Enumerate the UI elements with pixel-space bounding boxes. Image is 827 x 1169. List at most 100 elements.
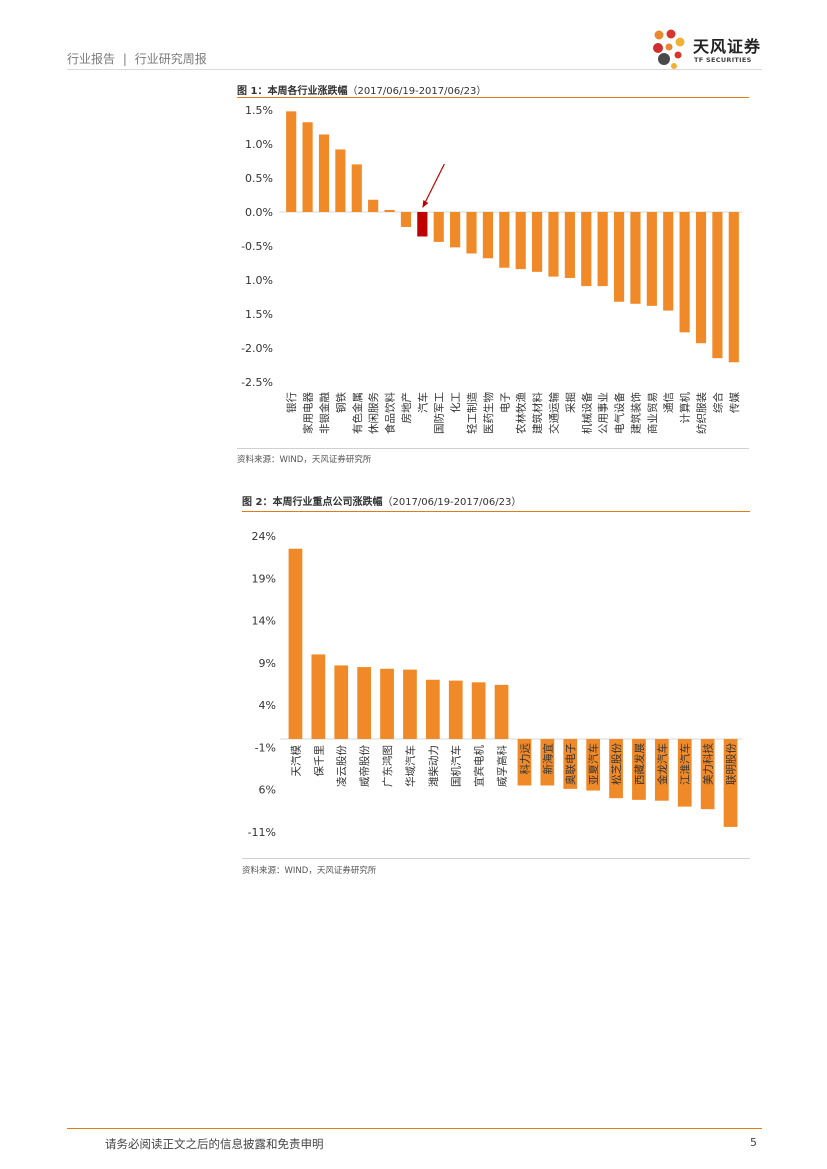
bar — [540, 738, 555, 786]
figure2-label: 图 2：本周行业重点公司涨跌幅 — [242, 497, 383, 508]
y-tick-label: 0.5% — [245, 172, 273, 185]
bar — [581, 212, 592, 287]
bar — [494, 684, 509, 739]
bar — [471, 682, 486, 739]
figure2-top-rule — [242, 511, 750, 512]
bar — [679, 212, 690, 333]
category-label: 计算机 — [679, 392, 692, 424]
category-label: 商业贸易 — [646, 392, 659, 434]
y-tick-label: 0.0% — [245, 206, 273, 219]
y-tick-label: 1.0% — [245, 274, 273, 287]
y-tick-label: 1.0% — [245, 138, 273, 151]
bar — [630, 212, 641, 304]
industry-change-chart: 1.5% 1.0% 0.5% 0.0% -0.5% 1.0% 1.5% -2.0% -2.5% 银… — [241, 104, 742, 434]
bar — [482, 212, 493, 259]
bar — [400, 212, 412, 227]
header-separator: | — [122, 52, 127, 66]
figure2-title: 图 2：本周行业重点公司涨跌幅（2017/06/19-2017/06/23） — [242, 493, 521, 508]
company-logo: 天风证券 TF SECURITIES — [650, 28, 765, 74]
category-label: 国防军工 — [433, 392, 446, 434]
figure2-source: 资料来源：WIND，天风证券研究所 — [242, 866, 377, 876]
category-label: 电子 — [498, 392, 511, 413]
category-label: 综合 — [711, 392, 724, 413]
y-tick-label: 19% — [252, 572, 276, 585]
category-label: 美力科技 — [702, 742, 715, 784]
bar — [563, 738, 578, 789]
category-label: 化工 — [449, 392, 462, 413]
y-tick-label: -2.5% — [241, 376, 273, 389]
category-label: 机械设备 — [580, 392, 593, 434]
bar — [646, 212, 657, 306]
bar — [632, 738, 646, 800]
y-tick-label: 1.5% — [245, 308, 273, 321]
bar — [448, 680, 463, 739]
category-label: 建筑装饰 — [629, 392, 642, 434]
page-number: 5 — [750, 1136, 757, 1149]
y-tick-label: 24% — [252, 530, 276, 543]
category-label: 华域汽车 — [404, 745, 417, 787]
logo-flower-icon — [653, 29, 685, 69]
category-label: 建筑材料 — [531, 392, 544, 434]
bar — [302, 122, 313, 212]
figure1-top-rule — [237, 97, 749, 98]
category-label: 采掘 — [564, 392, 577, 413]
category-label: 钢铁 — [334, 392, 347, 413]
bar — [613, 212, 625, 302]
highlight-arrow-head — [422, 200, 429, 208]
category-label: 交通运输 — [547, 392, 560, 434]
y-tick-label: 9% — [259, 657, 276, 670]
category-label: 金龙汽车 — [656, 743, 669, 785]
category-label: 威孚高科 — [496, 744, 509, 786]
category-label: 纺织服装 — [695, 392, 708, 434]
category-label: 房地产 — [400, 392, 413, 424]
category-label: 家用电器 — [302, 392, 315, 434]
bar — [548, 212, 559, 277]
y-tick-label: -2.0% — [241, 342, 273, 355]
y-tick-label: -1% — [255, 741, 276, 754]
category-label: 传媒 — [728, 392, 741, 413]
highlight-arrow-line — [423, 163, 445, 205]
bar — [425, 679, 440, 739]
bar — [597, 212, 608, 287]
bar — [677, 738, 692, 807]
bar — [335, 149, 346, 212]
category-label: 非银金融 — [318, 392, 331, 434]
category-label: 医药生物 — [482, 392, 495, 434]
y-tick-label: 1.5% — [245, 104, 273, 117]
category-label: 威帝股份 — [358, 744, 371, 786]
category-label: 宜宾电机 — [473, 744, 486, 786]
report-type: 行业报告 — [67, 52, 116, 66]
y-tick-label: 4% — [259, 699, 276, 712]
bar — [609, 738, 623, 799]
category-label: 休闲服务 — [367, 392, 380, 434]
logo-title: 天风证券 — [693, 37, 762, 56]
category-label: 银行 — [285, 392, 298, 413]
category-label: 公用事业 — [597, 392, 610, 434]
bar — [728, 212, 739, 363]
y-tick-label: 6% — [259, 784, 276, 797]
category-label: 通信 — [663, 392, 675, 413]
y-tick-label: 14% — [252, 615, 276, 628]
figure1-source: 资料来源：WIND，天风证券研究所 — [237, 455, 372, 465]
bar — [380, 668, 394, 739]
category-label: 国机汽车 — [450, 745, 463, 787]
bar — [318, 134, 330, 212]
bar — [450, 212, 461, 248]
category-label: 新海宜 — [541, 743, 554, 775]
category-label: 潍柴动力 — [427, 745, 440, 787]
bar — [564, 212, 575, 278]
category-label: 西藏发展 — [633, 742, 646, 784]
bar — [357, 667, 372, 739]
figure1-bottom-rule — [237, 448, 749, 449]
bar — [515, 212, 526, 270]
bar — [586, 738, 601, 791]
bar — [695, 212, 707, 344]
bar — [417, 212, 428, 237]
category-label: 汽车 — [416, 392, 429, 413]
bar — [712, 212, 723, 359]
category-label: 农林牧渔 — [515, 392, 528, 434]
bar — [403, 669, 417, 739]
bar — [384, 209, 395, 212]
category-label: 奥联电子 — [564, 743, 577, 785]
report-header: 行业报告 | 行业研究周报 — [67, 50, 207, 67]
